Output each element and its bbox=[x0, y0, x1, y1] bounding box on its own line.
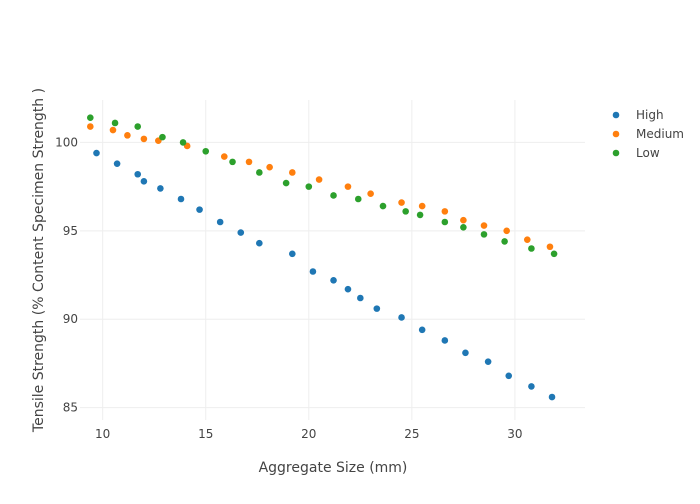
data-point-high[interactable] bbox=[216, 218, 224, 226]
data-point-high[interactable] bbox=[441, 337, 449, 344]
data-point-high[interactable] bbox=[330, 277, 337, 284]
data-point-low[interactable] bbox=[179, 139, 187, 146]
legend-marker-medium bbox=[612, 130, 620, 138]
data-point-low[interactable] bbox=[402, 208, 409, 215]
y-tick-label: 100 bbox=[55, 135, 78, 149]
y-tick-label: 90 bbox=[63, 312, 78, 326]
data-point-low[interactable] bbox=[159, 133, 166, 141]
y-axis-ticks: 85 90 95 100 bbox=[55, 135, 78, 414]
data-point-low[interactable] bbox=[460, 223, 467, 231]
data-point-low[interactable] bbox=[501, 238, 508, 245]
data-point-high[interactable] bbox=[462, 349, 469, 357]
data-point-medium[interactable] bbox=[546, 243, 554, 251]
data-point-high[interactable] bbox=[289, 250, 296, 258]
data-point-medium[interactable] bbox=[245, 158, 253, 166]
data-point-low[interactable] bbox=[528, 245, 535, 252]
data-point-low[interactable] bbox=[354, 195, 362, 203]
data-point-low[interactable] bbox=[379, 202, 387, 210]
legend[interactable]: High Medium Low bbox=[612, 108, 684, 160]
legend-item-low[interactable]: Low bbox=[612, 146, 660, 160]
data-point-high[interactable] bbox=[344, 285, 352, 293]
data-points bbox=[87, 114, 558, 401]
data-point-medium[interactable] bbox=[523, 236, 531, 243]
legend-item-medium[interactable]: Medium bbox=[612, 127, 684, 141]
data-point-medium[interactable] bbox=[418, 202, 426, 210]
data-point-high[interactable] bbox=[140, 178, 148, 185]
data-point-low[interactable] bbox=[550, 250, 558, 258]
data-point-high[interactable] bbox=[484, 358, 492, 365]
legend-item-high[interactable]: High bbox=[612, 108, 664, 122]
data-point-medium[interactable] bbox=[289, 169, 296, 176]
data-point-medium[interactable] bbox=[344, 183, 352, 190]
y-tick-label: 95 bbox=[63, 224, 78, 238]
data-point-low[interactable] bbox=[229, 158, 236, 166]
data-point-medium[interactable] bbox=[87, 123, 94, 130]
data-point-high[interactable] bbox=[196, 206, 203, 213]
legend-label-high: High bbox=[636, 108, 664, 122]
data-point-medium[interactable] bbox=[367, 190, 374, 198]
data-point-medium[interactable] bbox=[220, 153, 228, 160]
legend-label-medium: Medium bbox=[636, 127, 684, 141]
data-point-high[interactable] bbox=[505, 372, 513, 380]
x-tick-label: 20 bbox=[301, 427, 316, 441]
x-axis-title: Aggregate Size (mm) bbox=[259, 460, 408, 476]
data-point-medium[interactable] bbox=[266, 163, 273, 171]
legend-label-low: Low bbox=[636, 146, 660, 160]
data-point-low[interactable] bbox=[441, 218, 449, 226]
data-point-high[interactable] bbox=[237, 229, 245, 236]
data-point-high[interactable] bbox=[418, 326, 426, 334]
data-point-high[interactable] bbox=[134, 170, 142, 178]
x-tick-label: 15 bbox=[198, 427, 213, 441]
legend-marker-high bbox=[612, 111, 620, 119]
data-point-high[interactable] bbox=[113, 160, 121, 167]
data-point-medium[interactable] bbox=[109, 126, 117, 134]
data-point-high[interactable] bbox=[373, 305, 381, 312]
data-point-low[interactable] bbox=[111, 119, 119, 127]
data-point-medium[interactable] bbox=[398, 199, 405, 206]
data-point-low[interactable] bbox=[480, 231, 488, 238]
data-point-high[interactable] bbox=[398, 314, 405, 321]
data-point-low[interactable] bbox=[282, 179, 290, 187]
x-tick-label: 25 bbox=[404, 427, 419, 441]
data-point-high[interactable] bbox=[177, 195, 185, 203]
data-point-low[interactable] bbox=[330, 192, 337, 199]
y-tick-label: 85 bbox=[63, 401, 78, 415]
data-point-medium[interactable] bbox=[140, 135, 148, 143]
data-point-medium[interactable] bbox=[315, 176, 323, 183]
data-point-low[interactable] bbox=[87, 114, 94, 121]
data-point-high[interactable] bbox=[93, 149, 100, 157]
y-axis-title: Tensile Strength (% Content Specimen Str… bbox=[31, 88, 47, 433]
grid-lines bbox=[80, 100, 585, 420]
data-point-low[interactable] bbox=[256, 169, 263, 176]
data-point-medium[interactable] bbox=[441, 208, 449, 215]
data-point-high[interactable] bbox=[528, 383, 535, 390]
x-tick-label: 30 bbox=[507, 427, 522, 441]
legend-marker-low bbox=[612, 149, 620, 157]
data-point-medium[interactable] bbox=[480, 222, 488, 229]
data-point-low[interactable] bbox=[202, 147, 210, 155]
data-point-high[interactable] bbox=[256, 239, 263, 247]
data-point-medium[interactable] bbox=[460, 216, 467, 224]
data-point-low[interactable] bbox=[305, 183, 313, 190]
x-axis-ticks: 10 15 20 25 30 bbox=[95, 427, 523, 441]
data-point-high[interactable] bbox=[548, 393, 556, 401]
data-point-high[interactable] bbox=[157, 185, 164, 192]
data-point-high[interactable] bbox=[309, 268, 317, 275]
x-tick-label: 10 bbox=[95, 427, 110, 441]
data-point-medium[interactable] bbox=[503, 227, 510, 235]
data-point-high[interactable] bbox=[357, 294, 364, 302]
data-point-low[interactable] bbox=[134, 123, 142, 130]
data-point-low[interactable] bbox=[416, 211, 424, 219]
data-point-medium[interactable] bbox=[124, 132, 131, 139]
